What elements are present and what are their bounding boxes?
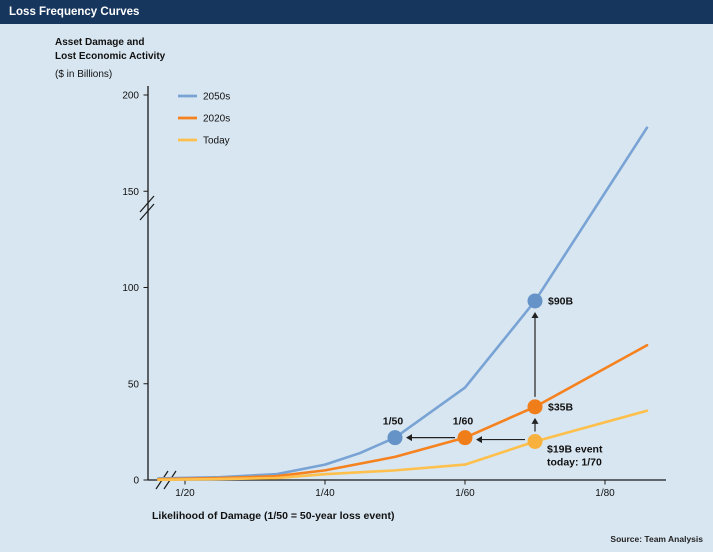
shift-arrow-head <box>531 311 539 318</box>
legend-label-2020s: 2020s <box>203 114 230 125</box>
x-tick-label: 1/80 <box>595 488 615 499</box>
marker-dot-2020s <box>527 399 543 415</box>
x-tick-label: 1/20 <box>175 488 195 499</box>
title-bar: Loss Frequency Curves <box>0 0 713 24</box>
series-line-Today <box>157 409 649 482</box>
y-axis-title: Asset Damage and <box>55 37 144 48</box>
marker-dot-2020s <box>457 430 473 446</box>
legend-label-Today: Today <box>203 136 230 147</box>
page-title: Loss Frequency Curves <box>9 6 140 18</box>
marker-label: $35B <box>548 401 574 413</box>
marker-dot-2050s <box>387 430 403 446</box>
x-tick-label: 1/60 <box>455 488 475 499</box>
marker-dot-2050s <box>527 293 543 309</box>
x-tick-label: 1/40 <box>315 488 335 499</box>
marker-label: $19B event <box>547 444 603 456</box>
y-axis-break-mark <box>139 203 155 221</box>
marker-label: $90B <box>548 295 574 307</box>
y-tick-label: 100 <box>122 283 139 294</box>
y-tick-label: 150 <box>122 187 139 198</box>
y-tick-label: 50 <box>128 379 140 390</box>
y-axis-units: ($ in Billions) <box>55 69 112 80</box>
marker-label: 1/60 <box>453 416 474 428</box>
marker-label: today: 1/70 <box>547 457 602 469</box>
marker-dot-Today <box>527 434 543 449</box>
y-tick-label: 0 <box>133 476 139 487</box>
shift-arrow-head <box>476 436 482 444</box>
x-axis-title: Likelihood of Damage (1/50 = 50-year los… <box>152 510 394 522</box>
legend-label-2050s: 2050s <box>203 92 230 103</box>
y-axis-break-mark <box>139 195 155 213</box>
shift-arrow-head <box>531 417 539 424</box>
source-note: Source: Team Analysis <box>610 534 703 544</box>
y-axis-title: Lost Economic Activity <box>55 51 166 62</box>
shift-arrow-head <box>406 434 412 442</box>
marker-label: 1/50 <box>383 416 404 428</box>
y-tick-label: 200 <box>122 91 139 102</box>
